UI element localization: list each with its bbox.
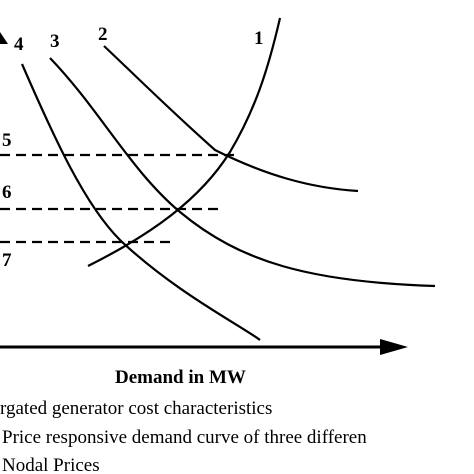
x-axis-title: Demand in MW <box>115 367 246 388</box>
curve-3-demand <box>49 57 436 288</box>
caption-line-3: Nodal Prices <box>2 455 100 474</box>
curve-1-supply <box>87 17 282 267</box>
price-label-7: 7 <box>2 250 12 271</box>
curve-label-3: 3 <box>50 31 60 52</box>
caption-line-1: rgated generator cost characteristics <box>0 398 272 419</box>
curve-2-demand <box>103 45 359 193</box>
price-label-5: 5 <box>2 130 12 151</box>
x-axis-arrowhead <box>380 339 408 355</box>
y-axis-arrowhead <box>0 32 8 44</box>
curve-label-2: 2 <box>98 24 108 45</box>
caption-line-2: Price responsive demand curve of three d… <box>2 427 367 448</box>
curve-label-1: 1 <box>254 28 264 49</box>
curve-4-demand <box>20 63 261 341</box>
curve-label-4: 4 <box>14 34 24 55</box>
price-label-6: 6 <box>2 182 12 203</box>
